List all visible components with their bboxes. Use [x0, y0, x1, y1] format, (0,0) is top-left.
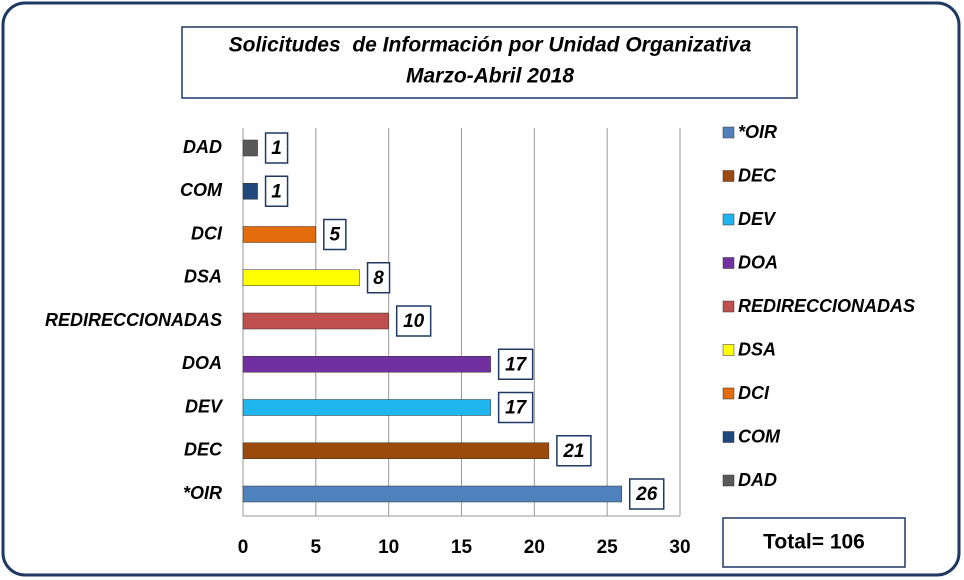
bar [242, 485, 622, 503]
total-box [722, 517, 906, 568]
legend-swatch [722, 126, 735, 139]
legend-label: DSA [738, 339, 776, 359]
value-label: 8 [373, 268, 384, 289]
legend-label: DAD [738, 470, 777, 490]
title-box [181, 26, 798, 99]
bar [242, 356, 491, 373]
value-label: 17 [505, 398, 528, 419]
legend-label: *OIR [738, 122, 777, 142]
legend-label: DOA [738, 252, 778, 272]
x-tick-label: 10 [378, 537, 399, 558]
y-tick-label: DOA [182, 353, 222, 373]
bar [242, 399, 491, 416]
legend-swatch [722, 300, 735, 313]
x-tick-label: 0 [238, 537, 249, 558]
value-label: 17 [505, 354, 528, 375]
y-tick-label: REDIRECCIONADAS [45, 310, 222, 330]
value-label: 1 [271, 181, 282, 202]
bar [242, 139, 258, 157]
legend-swatch [722, 387, 735, 400]
chart-title: Solicitudes de Información por Unidad Or… [229, 34, 752, 57]
y-tick-label: DAD [183, 137, 222, 157]
bar [242, 183, 258, 200]
value-label-box [366, 262, 391, 294]
value-label: 5 [330, 225, 341, 246]
x-tick-label: 25 [597, 537, 619, 558]
legend-label: DEC [738, 165, 777, 185]
y-tick-label: DSA [184, 267, 222, 287]
value-label: 10 [403, 311, 425, 332]
legend-label: COM [738, 426, 781, 446]
value-label-box [264, 132, 289, 164]
legend-swatch [722, 344, 735, 356]
y-tick-label: COM [180, 180, 223, 200]
value-label: 21 [562, 441, 584, 462]
legend-swatch [722, 431, 735, 443]
value-label-box [628, 478, 665, 510]
bar [242, 442, 550, 459]
y-tick-label: *OIR [183, 483, 222, 503]
bar [242, 226, 317, 243]
legend-label: DCI [738, 383, 770, 403]
x-tick-label: 30 [669, 537, 690, 558]
legend-swatch [722, 257, 735, 269]
x-tick-label: 20 [524, 537, 545, 558]
value-label-box [497, 348, 534, 380]
value-label-box [556, 435, 592, 467]
value-label-box [264, 175, 289, 207]
total-label: Total= 106 [763, 531, 865, 554]
bar [242, 269, 360, 286]
legend-swatch [722, 213, 735, 226]
y-tick-label: DEC [184, 440, 223, 460]
value-label-box [497, 391, 534, 424]
x-tick-label: 5 [311, 537, 322, 558]
y-tick-label: DEV [185, 396, 224, 416]
legend-label: DEV [738, 209, 777, 229]
y-tick-label: DCI [191, 223, 223, 243]
value-label-box [323, 218, 347, 251]
legend-swatch [722, 170, 735, 182]
legend-swatch [722, 474, 735, 487]
legend-label: REDIRECCIONADAS [738, 296, 915, 316]
value-label-box [395, 305, 432, 337]
chart-subtitle: Marzo-Abril 2018 [406, 65, 574, 88]
bar [242, 312, 389, 330]
x-tick-label: 15 [451, 537, 473, 558]
value-label: 26 [635, 484, 658, 505]
value-label: 1 [271, 138, 282, 159]
